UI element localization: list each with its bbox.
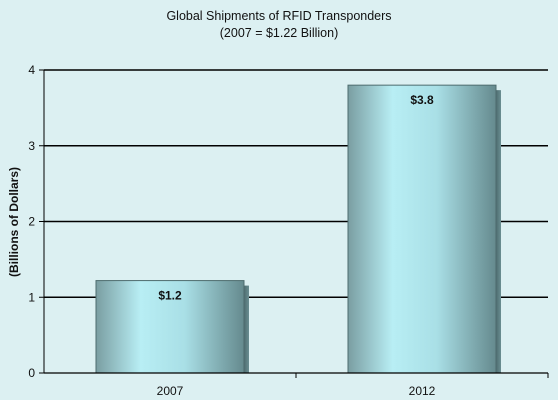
y-tick-label: 0 [28, 366, 35, 380]
bars: $1.2 $3.8 [95, 84, 501, 374]
bar-value-label: $1.2 [158, 289, 182, 303]
chart-subtitle: (2007 = $1.22 Billion) [219, 26, 339, 40]
bar-side [496, 90, 501, 374]
x-tick-label: 2007 [157, 384, 184, 398]
y-tick-label: 3 [28, 139, 35, 153]
bar-value-label: $3.8 [410, 93, 434, 107]
bar-2007 [95, 280, 245, 374]
bar-side [244, 285, 249, 373]
chart-title-block: Global Shipments of RFID Transponders (2… [0, 8, 558, 42]
x-tick-label: 2012 [409, 384, 436, 398]
chart-title: Global Shipments of RFID Transponders [166, 9, 392, 23]
y-tick-label: 1 [28, 290, 35, 304]
y-tick-label: 2 [28, 215, 35, 229]
axes: 0 1 2 3 4 2007 2012 [28, 63, 549, 398]
bar-2012 [347, 84, 497, 374]
y-axis-label: (Billions of Dollars) [7, 167, 21, 277]
y-tick-label: 4 [28, 63, 35, 77]
